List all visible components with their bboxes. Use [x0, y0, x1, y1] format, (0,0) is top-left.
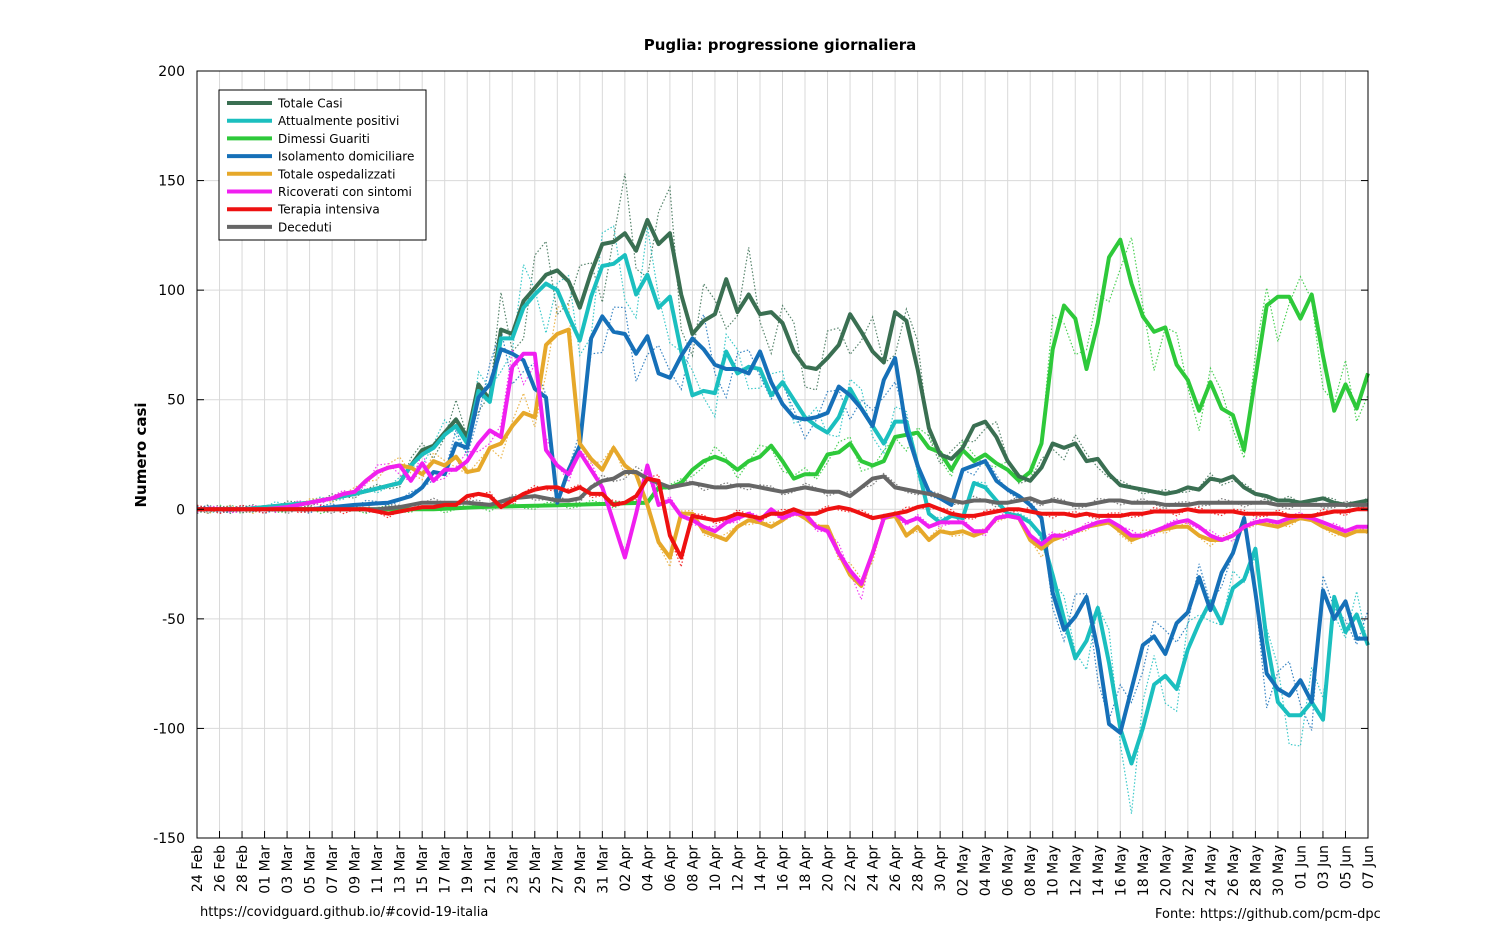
legend-label: Attualmente positivi	[278, 114, 399, 128]
x-tick-label: 13 Mar	[393, 845, 409, 894]
legend-label: Isolamento domiciliare	[278, 150, 414, 164]
raw-line-terapia-intensiva	[196, 473, 1369, 569]
x-tick-label: 01 Jun	[1293, 845, 1309, 889]
x-tick-label: 07 Jun	[1361, 845, 1377, 889]
legend: Totale Casi Attualmente positivi Dimessi G…	[218, 89, 427, 241]
x-tick-label: 08 May	[1023, 845, 1039, 896]
footer-data-source: Fonte: https://github.com/pcm-dpc	[1155, 907, 1381, 922]
x-tick-label: 24 May	[1203, 845, 1219, 896]
x-tick-label: 06 Apr	[663, 845, 679, 892]
series-line-deceduti	[197, 470, 1368, 512]
x-tick-label: 19 Mar	[460, 845, 476, 894]
x-tick-label: 21 Mar	[483, 845, 499, 894]
x-tick-label: 20 May	[1158, 845, 1174, 896]
x-tick-label: 12 Apr	[730, 845, 746, 892]
x-tick-label: 09 Mar	[348, 845, 364, 894]
series-line-attualmente-positivi	[197, 253, 1370, 766]
x-tick-label: 06 May	[1001, 845, 1017, 896]
x-tick-label: 08 Apr	[685, 845, 701, 892]
x-tick-label: 01 Mar	[258, 845, 274, 894]
x-tick-label: 05 Jun	[1338, 845, 1354, 889]
x-tick-label: 31 Mar	[595, 845, 611, 894]
x-tick-label: 28 Feb	[235, 845, 251, 892]
x-tick-label: 17 Mar	[438, 845, 454, 894]
legend-label: Totale ospedalizzati	[277, 167, 395, 181]
x-tick-label: 03 Jun	[1316, 845, 1332, 889]
x-tick-label: 28 May	[1248, 845, 1264, 896]
y-tick-label: -150	[153, 831, 185, 847]
x-tick-label: 30 May	[1271, 845, 1287, 896]
x-tick-label: 15 Mar	[415, 845, 431, 894]
x-tick-label: 16 Apr	[776, 845, 792, 892]
x-tick-label: 24 Feb	[190, 845, 206, 892]
x-tick-label: 02 May	[956, 845, 972, 896]
x-tick-label: 03 Mar	[280, 845, 296, 894]
x-tick-label: 22 May	[1181, 845, 1197, 896]
legend-label: Ricoverati con sintomi	[278, 185, 412, 199]
y-axis-ticks: -150 -100 -50 0 50 100 150 200	[153, 64, 1368, 847]
x-tick-label: 05 Mar	[303, 845, 319, 894]
x-tick-label: 27 Mar	[550, 845, 566, 894]
x-axis-ticks: 24 Feb 26 Feb 28 Feb 01 Mar 03 Mar 05 Mar 07 M…	[190, 831, 1377, 896]
x-tick-label: 28 Apr	[911, 845, 927, 892]
x-tick-label: 10 Apr	[708, 845, 724, 892]
raw-line-attualmente-positivi	[196, 225, 1369, 814]
x-tick-label: 26 May	[1226, 845, 1242, 896]
x-tick-label: 22 Apr	[843, 845, 859, 892]
y-tick-label: -50	[162, 612, 185, 628]
x-tick-label: 02 Apr	[618, 845, 634, 892]
y-tick-label: -100	[153, 721, 185, 737]
x-tick-label: 18 May	[1136, 845, 1152, 896]
x-tick-label: 11 Mar	[370, 845, 386, 894]
y-tick-label: 0	[176, 502, 185, 518]
footer-source-link[interactable]: https://covidguard.github.io/#covid-19-i…	[200, 905, 489, 920]
x-tick-label: 23 Mar	[505, 845, 521, 894]
y-tick-label: 150	[158, 174, 185, 190]
x-tick-label: 07 Mar	[325, 845, 341, 894]
x-tick-label: 30 Apr	[933, 845, 949, 892]
legend-label: Deceduti	[278, 220, 332, 234]
x-tick-label: 16 May	[1113, 845, 1129, 896]
x-tick-label: 04 May	[978, 845, 994, 896]
x-tick-label: 24 Apr	[866, 845, 882, 892]
x-tick-label: 25 Mar	[528, 845, 544, 894]
x-tick-label: 10 May	[1046, 845, 1062, 896]
y-tick-label: 200	[158, 64, 185, 80]
x-tick-label: 26 Apr	[888, 845, 904, 892]
x-tick-label: 20 Apr	[821, 845, 837, 892]
series-line-terapia-intensiva	[197, 476, 1368, 560]
x-tick-label: 04 Apr	[640, 845, 656, 892]
y-axis-label: Numero casi	[132, 402, 150, 507]
chart-title: Puglia: progressione giornaliera	[644, 36, 917, 54]
legend-label: Dimessi Guariti	[278, 132, 370, 146]
x-tick-label: 18 Apr	[798, 845, 814, 892]
legend-label: Totale Casi	[277, 97, 343, 111]
series-line-isolamento-domiciliare	[197, 314, 1368, 735]
series-lines	[197, 218, 1370, 766]
x-tick-label: 26 Feb	[213, 845, 229, 892]
legend-box	[218, 89, 427, 241]
series-line-ricoverati-con-sintomi	[197, 351, 1368, 586]
y-tick-label: 50	[167, 393, 185, 409]
x-tick-label: 14 May	[1091, 845, 1107, 896]
x-tick-label: 12 May	[1068, 845, 1084, 896]
x-tick-label: 29 Mar	[573, 845, 589, 894]
x-tick-label: 14 Apr	[753, 845, 769, 892]
legend-label: Terapia intensiva	[277, 203, 380, 217]
y-tick-label: 100	[158, 283, 185, 299]
